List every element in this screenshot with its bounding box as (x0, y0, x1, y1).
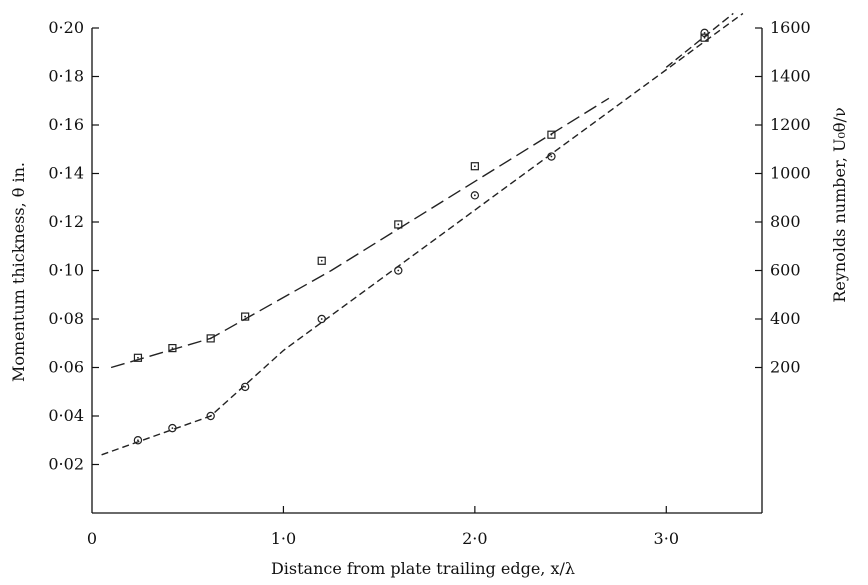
point-center-dot (137, 356, 139, 359)
y-left-tick-label: 0·14 (48, 164, 84, 183)
point-center-dot (397, 269, 400, 272)
point-center-dot (171, 427, 174, 430)
y-left-axis-ticks: 0·02 0·04 0·06 0·08 0·10 0·12 0·14 0·16 0·18 0·20 (48, 18, 99, 474)
y-right-tick-label: 1400 (770, 67, 811, 86)
square-point (470, 162, 479, 171)
point-center-dot (703, 36, 706, 39)
point-center-dot (171, 347, 174, 349)
x-tick-label: 3·0 (654, 529, 679, 548)
x-tick-label: 2·0 (462, 529, 487, 548)
y-right-tick-label: 1200 (770, 115, 811, 134)
square-point (547, 130, 556, 139)
y-right-tick-label: 400 (770, 309, 801, 328)
square-point (206, 334, 215, 343)
point-center-dot (703, 31, 706, 34)
circle-point (133, 436, 143, 445)
y-left-tick-label: 0·04 (48, 406, 84, 425)
y-right-tick-label: 1600 (770, 18, 811, 37)
square-point (394, 220, 403, 229)
x-axis-title: Distance from plate trailing edge, x/λ (271, 559, 575, 578)
square-point (700, 33, 709, 42)
square-point (133, 353, 143, 362)
square-point (168, 344, 177, 353)
circle-series-fit-line (101, 12, 744, 456)
square-point (317, 256, 326, 265)
circle-point (168, 423, 177, 433)
circle-point (547, 152, 556, 161)
point-center-dot (320, 259, 323, 262)
square-series-fit-line (110, 97, 610, 369)
point-center-dot (320, 318, 323, 320)
y-left-axis-title: Momentum thickness, θ in. (9, 162, 28, 382)
point-center-dot (473, 165, 476, 168)
point-center-dot (473, 194, 476, 197)
point-center-dot (137, 439, 139, 442)
point-center-dot (550, 133, 553, 136)
point-center-dot (550, 155, 553, 158)
y-right-tick-label: 1000 (770, 164, 811, 183)
x-axis-ticks: 0 1·0 2·0 3·0 (87, 506, 679, 548)
y-left-tick-label: 0·12 (48, 212, 84, 231)
circle-point (206, 411, 215, 421)
point-center-dot (209, 415, 212, 417)
x-tick-label: 1·0 (271, 529, 296, 548)
square-point (241, 312, 250, 321)
y-right-axis-ticks: 200 400 600 800 1000 1200 1400 1600 (755, 18, 811, 377)
y-left-tick-label: 0·10 (48, 261, 84, 280)
y-left-tick-label: 0·16 (48, 115, 84, 134)
y-left-tick-label: 0·08 (48, 309, 84, 328)
fit-lines (101, 12, 744, 456)
point-center-dot (209, 337, 212, 340)
x-tick-label: 0 (87, 529, 97, 548)
y-right-tick-label: 600 (770, 261, 801, 280)
point-center-dot (397, 223, 400, 226)
point-center-dot (244, 315, 247, 318)
circle-point (394, 266, 403, 275)
circle-point (317, 314, 326, 324)
y-left-tick-label: 0·02 (48, 455, 84, 474)
y-left-tick-label: 0·20 (48, 18, 84, 37)
y-left-tick-label: 0·06 (48, 358, 84, 377)
data-markers (133, 28, 709, 445)
y-right-axis-title: Reynolds number, U₀θ/ν (830, 107, 849, 302)
y-right-tick-label: 800 (770, 212, 801, 231)
y-right-tick-label: 200 (770, 358, 801, 377)
circle-point (470, 191, 480, 200)
circle-point (240, 382, 250, 392)
y-left-tick-label: 0·18 (48, 67, 84, 86)
extra-dashed-line (665, 12, 734, 68)
circle-point (700, 28, 709, 38)
point-center-dot (244, 386, 247, 388)
